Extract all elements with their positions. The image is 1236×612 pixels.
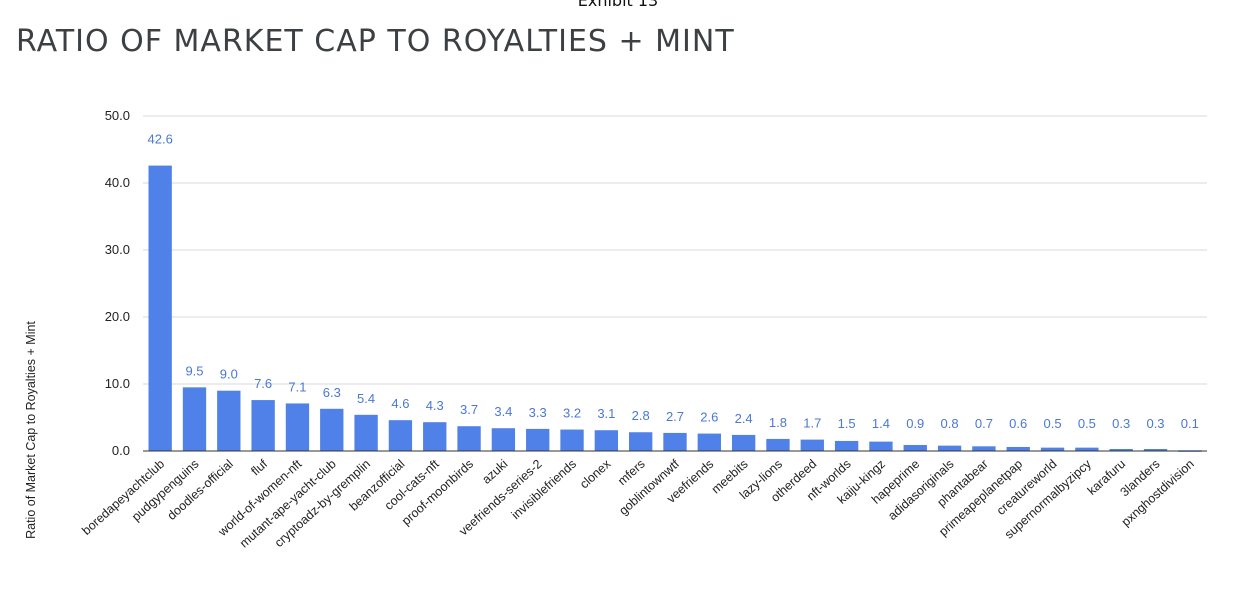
bar-goblintownwtf <box>663 432 687 451</box>
data-label: 5.4 <box>357 391 375 406</box>
chart-title: RATIO OF MARKET CAP TO ROYALTIES + MINT <box>16 24 735 59</box>
bar-azuki <box>491 428 516 451</box>
gridlines <box>143 115 1207 385</box>
bar-kaiju-kingz <box>869 441 893 451</box>
y-axis-title: Ratio of Market Cap to Royalties + Mint <box>24 321 38 539</box>
y-tick-label: 40.0 <box>105 175 130 190</box>
bar-otherdeed <box>800 439 824 451</box>
bar-cryptoadz-by-gremplin <box>354 414 378 451</box>
y-tick-label: 20.0 <box>105 309 130 324</box>
bar-supernormalbyzipcy <box>1075 447 1099 451</box>
data-label: 1.8 <box>769 415 787 430</box>
y-tick-label: 0.0 <box>112 443 130 458</box>
data-label: 0.3 <box>1112 416 1130 431</box>
data-label: 6.3 <box>323 385 341 400</box>
data-label: 3.1 <box>597 406 615 421</box>
bar-mfers <box>629 432 653 451</box>
bar-veefriends <box>697 433 721 451</box>
bar-pudgypenguins <box>182 387 207 451</box>
data-label: 42.6 <box>148 132 173 147</box>
data-label: 0.3 <box>1146 416 1164 431</box>
data-label: 0.7 <box>975 416 993 431</box>
data-label: 4.3 <box>426 398 444 413</box>
bar-invisiblefriends <box>560 429 584 451</box>
data-label: 1.4 <box>872 416 890 431</box>
bar-3landers <box>1143 448 1168 451</box>
data-label: 2.8 <box>632 408 650 423</box>
bars <box>148 165 1202 452</box>
y-axis-ticks: 0.0 10.0 20.0 30.0 40.0 50.0 <box>105 108 130 458</box>
bar-creatureworld <box>1040 447 1065 451</box>
bar-karafuru <box>1109 448 1133 451</box>
y-tick-label: 10.0 <box>105 376 130 391</box>
data-label: 3.3 <box>529 405 547 420</box>
data-labels: 42.6 9.5 9.0 7.6 7.1 6.3 5.4 4.6 4.3 3.7 3.4 3.3 3.2… <box>148 132 1199 431</box>
data-label: 7.6 <box>254 376 272 391</box>
bar-hapeprime <box>903 444 927 451</box>
bar-nft-worlds <box>834 440 859 451</box>
x-tick-label: clonex <box>577 456 614 491</box>
data-label: 7.1 <box>288 379 306 394</box>
data-label: 9.0 <box>220 367 238 382</box>
data-label: 2.4 <box>735 411 753 426</box>
data-label: 1.7 <box>803 416 821 431</box>
bar-primeapeplanetpap <box>1006 446 1030 451</box>
bar-veefriends-series-2 <box>526 428 550 451</box>
bar-cool-cats-nft <box>423 422 447 451</box>
data-label: 0.8 <box>941 416 959 431</box>
data-label: 3.7 <box>460 402 478 417</box>
x-axis-labels: boredapeyachtclubpudgypenguinsdoodles-of… <box>79 456 1197 550</box>
data-label: 9.5 <box>185 363 203 378</box>
data-label: 1.5 <box>838 416 856 431</box>
data-label: 3.4 <box>494 404 512 419</box>
bar-beanzofficial <box>388 420 413 451</box>
data-label: 0.1 <box>1181 416 1199 431</box>
bar-meebits <box>731 434 756 451</box>
bar-doodles-official <box>217 390 241 451</box>
bar-phantabear <box>972 446 996 451</box>
bar-mutant-ape-yacht-club <box>320 408 344 451</box>
bar-clonex <box>594 430 619 451</box>
bar-boredapeyachtclub <box>148 165 172 451</box>
bar-proof-moonbirds <box>457 426 481 451</box>
bar-world-of-women-nft <box>285 403 310 451</box>
bar-adidasoriginals <box>937 445 962 451</box>
y-tick-label: 30.0 <box>105 242 130 257</box>
data-label: 0.5 <box>1078 416 1096 431</box>
bar-fluf <box>251 400 275 451</box>
y-tick-label: 50.0 <box>105 108 130 123</box>
data-label: 2.6 <box>700 410 718 425</box>
exhibit-label: Exhibit 13 <box>577 0 659 10</box>
bar-lazy-lions <box>766 438 790 451</box>
data-label: 0.5 <box>1044 416 1062 431</box>
data-label: 0.9 <box>906 416 924 431</box>
data-label: 3.2 <box>563 406 581 421</box>
data-label: 4.6 <box>391 396 409 411</box>
data-label: 0.6 <box>1009 416 1027 431</box>
x-tick-label: fluf <box>248 456 270 478</box>
data-label: 2.7 <box>666 409 684 424</box>
